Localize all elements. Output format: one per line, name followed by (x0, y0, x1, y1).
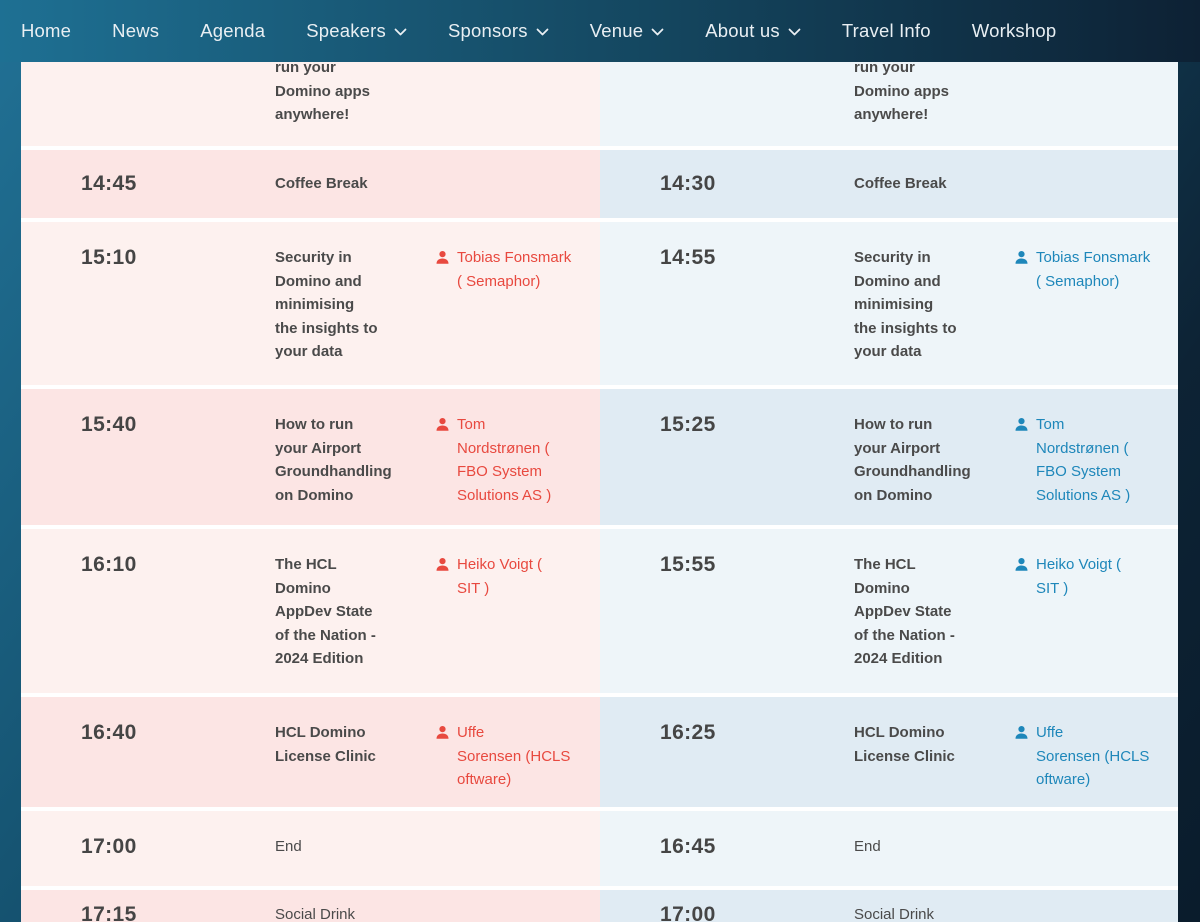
session-time (81, 62, 275, 146)
agenda-row: 14:55 Security in Domino and minimising … (600, 222, 1178, 385)
session-time (660, 62, 854, 146)
user-icon (1014, 557, 1029, 572)
agenda-row-partial: run your Domino apps anywhere! (21, 62, 600, 146)
session-title: The HCL Domino AppDev State of the Natio… (854, 556, 955, 667)
session-title: HCL Domino License Clinic (854, 724, 955, 765)
chevron-down-icon (788, 28, 801, 37)
speaker-name: Heiko Voigt ( SIT ) (457, 556, 543, 597)
session-title: Social Drink (275, 906, 356, 922)
chevron-down-icon (536, 28, 549, 37)
session-time: 16:10 (81, 553, 137, 576)
session-title: HCL Domino License Clinic (275, 724, 376, 765)
session-time: 17:00 (81, 835, 137, 858)
nav-item-sponsors[interactable]: Sponsors (448, 20, 549, 42)
agenda-row: 14:45 Coffee Break (21, 150, 600, 218)
session-speaker-link[interactable]: Uffe Sorensen (HCLS oftware) (1014, 721, 1170, 807)
session-time: 16:25 (660, 721, 716, 744)
session-time: 17:00 (660, 903, 716, 922)
nav-item-label: Venue (589, 20, 644, 41)
speaker-name: Tom Nordstrønen ( FBO System Solutions A… (457, 416, 552, 504)
session-speaker-link[interactable]: Heiko Voigt ( SIT ) (435, 553, 592, 693)
agenda-row: 17:00 End (21, 811, 600, 886)
session-title: Security in Domino and minimising the in… (275, 249, 378, 360)
speaker-name: Uffe Sorensen (HCLS oftware) (457, 724, 571, 788)
chevron-down-icon (394, 28, 407, 37)
session-time: 17:15 (81, 903, 137, 922)
nav-item-label: Travel Info (841, 20, 931, 41)
user-icon (1014, 250, 1029, 265)
nav-item-label: Sponsors (447, 20, 528, 41)
session-speaker-link[interactable]: Tobias Fonsmark ( Semaphor) (1014, 246, 1170, 385)
nav-item-label: Home (21, 20, 72, 41)
agenda-row: 16:45 End (600, 811, 1178, 886)
nav-item-label: About us (705, 20, 780, 41)
nav-item-label: News (112, 20, 160, 41)
user-icon (435, 557, 450, 572)
agenda-table-left: run your Domino apps anywhere! 14:45 Cof… (21, 62, 600, 922)
session-speaker-link[interactable]: Uffe Sorensen (HCLS oftware) (435, 721, 592, 807)
agenda-row: 15:40 How to run your Airport Groundhand… (21, 389, 600, 525)
session-time: 16:40 (81, 721, 137, 744)
agenda-row: 15:25 How to run your Airport Groundhand… (600, 389, 1178, 525)
nav-item-label: Speakers (306, 20, 386, 41)
speaker-name: Tom Nordstrønen ( FBO System Solutions A… (1036, 416, 1131, 504)
agenda-row-partial: 17:15 Social Drink (21, 890, 600, 922)
nav-item-workshop[interactable]: Workshop (972, 20, 1057, 42)
session-time: 15:25 (660, 413, 716, 436)
session-time: 14:45 (81, 172, 137, 195)
session-time: 16:45 (660, 835, 716, 858)
session-time: 15:10 (81, 246, 137, 269)
agenda-row: 14:30 Coffee Break (600, 150, 1178, 218)
agenda-row-partial: 17:00 Social Drink (600, 890, 1178, 922)
session-title: Coffee Break (275, 175, 368, 192)
user-icon (1014, 725, 1029, 740)
speaker-name: Tobias Fonsmark ( Semaphor) (457, 249, 572, 290)
session-title: run your Domino apps anywhere! (854, 62, 950, 123)
nav-item-agenda[interactable]: Agenda (200, 20, 265, 42)
nav-item-travel-info[interactable]: Travel Info (842, 20, 931, 42)
session-speaker-link[interactable]: Tobias Fonsmark ( Semaphor) (435, 246, 592, 385)
session-title: How to run your Airport Groundhandling o… (275, 416, 392, 504)
session-time: 15:55 (660, 553, 716, 576)
nav-item-about-us[interactable]: About us (705, 20, 801, 42)
session-speaker-link[interactable]: Heiko Voigt ( SIT ) (1014, 553, 1170, 693)
user-icon (435, 725, 450, 740)
session-time: 14:30 (660, 172, 716, 195)
session-title: run your Domino apps anywhere! (275, 62, 371, 123)
session-title: Security in Domino and minimising the in… (854, 249, 957, 360)
agenda-row-partial: run your Domino apps anywhere! (600, 62, 1178, 146)
session-title: Social Drink (854, 906, 935, 922)
nav-item-venue[interactable]: Venue (590, 20, 664, 42)
nav-item-speakers[interactable]: Speakers (306, 20, 407, 42)
speaker-name: Heiko Voigt ( SIT ) (1036, 556, 1122, 597)
agenda-section: run your Domino apps anywhere! 14:45 Cof… (21, 62, 1178, 922)
main-nav: Home News Agenda Speakers Sponsors Venue… (0, 0, 1200, 62)
nav-item-label: Workshop (971, 20, 1057, 41)
agenda-row: 15:55 The HCL Domino AppDev State of the… (600, 529, 1178, 693)
agenda-table-right: run your Domino apps anywhere! 14:30 Cof… (600, 62, 1178, 922)
user-icon (435, 250, 450, 265)
session-speaker-link[interactable]: Tom Nordstrønen ( FBO System Solutions A… (435, 413, 592, 525)
speaker-name: Uffe Sorensen (HCLS oftware) (1036, 724, 1150, 788)
agenda-row: 16:25 HCL Domino License Clinic Uffe Sor… (600, 697, 1178, 807)
session-title: End (854, 838, 881, 855)
nav-item-label: Agenda (200, 20, 266, 41)
session-time: 15:40 (81, 413, 137, 436)
user-icon (435, 417, 450, 432)
session-title: Coffee Break (854, 175, 947, 192)
session-time: 14:55 (660, 246, 716, 269)
speaker-name: Tobias Fonsmark ( Semaphor) (1036, 249, 1151, 290)
agenda-row: 15:10 Security in Domino and minimising … (21, 222, 600, 385)
agenda-row: 16:40 HCL Domino License Clinic Uffe Sor… (21, 697, 600, 807)
session-speaker-link[interactable]: Tom Nordstrønen ( FBO System Solutions A… (1014, 413, 1170, 525)
session-title: How to run your Airport Groundhandling o… (854, 416, 971, 504)
agenda-row: 16:10 The HCL Domino AppDev State of the… (21, 529, 600, 693)
session-title: The HCL Domino AppDev State of the Natio… (275, 556, 376, 667)
user-icon (1014, 417, 1029, 432)
chevron-down-icon (651, 28, 664, 37)
session-title: End (275, 838, 302, 855)
nav-item-home[interactable]: Home (21, 20, 71, 42)
nav-item-news[interactable]: News (112, 20, 159, 42)
